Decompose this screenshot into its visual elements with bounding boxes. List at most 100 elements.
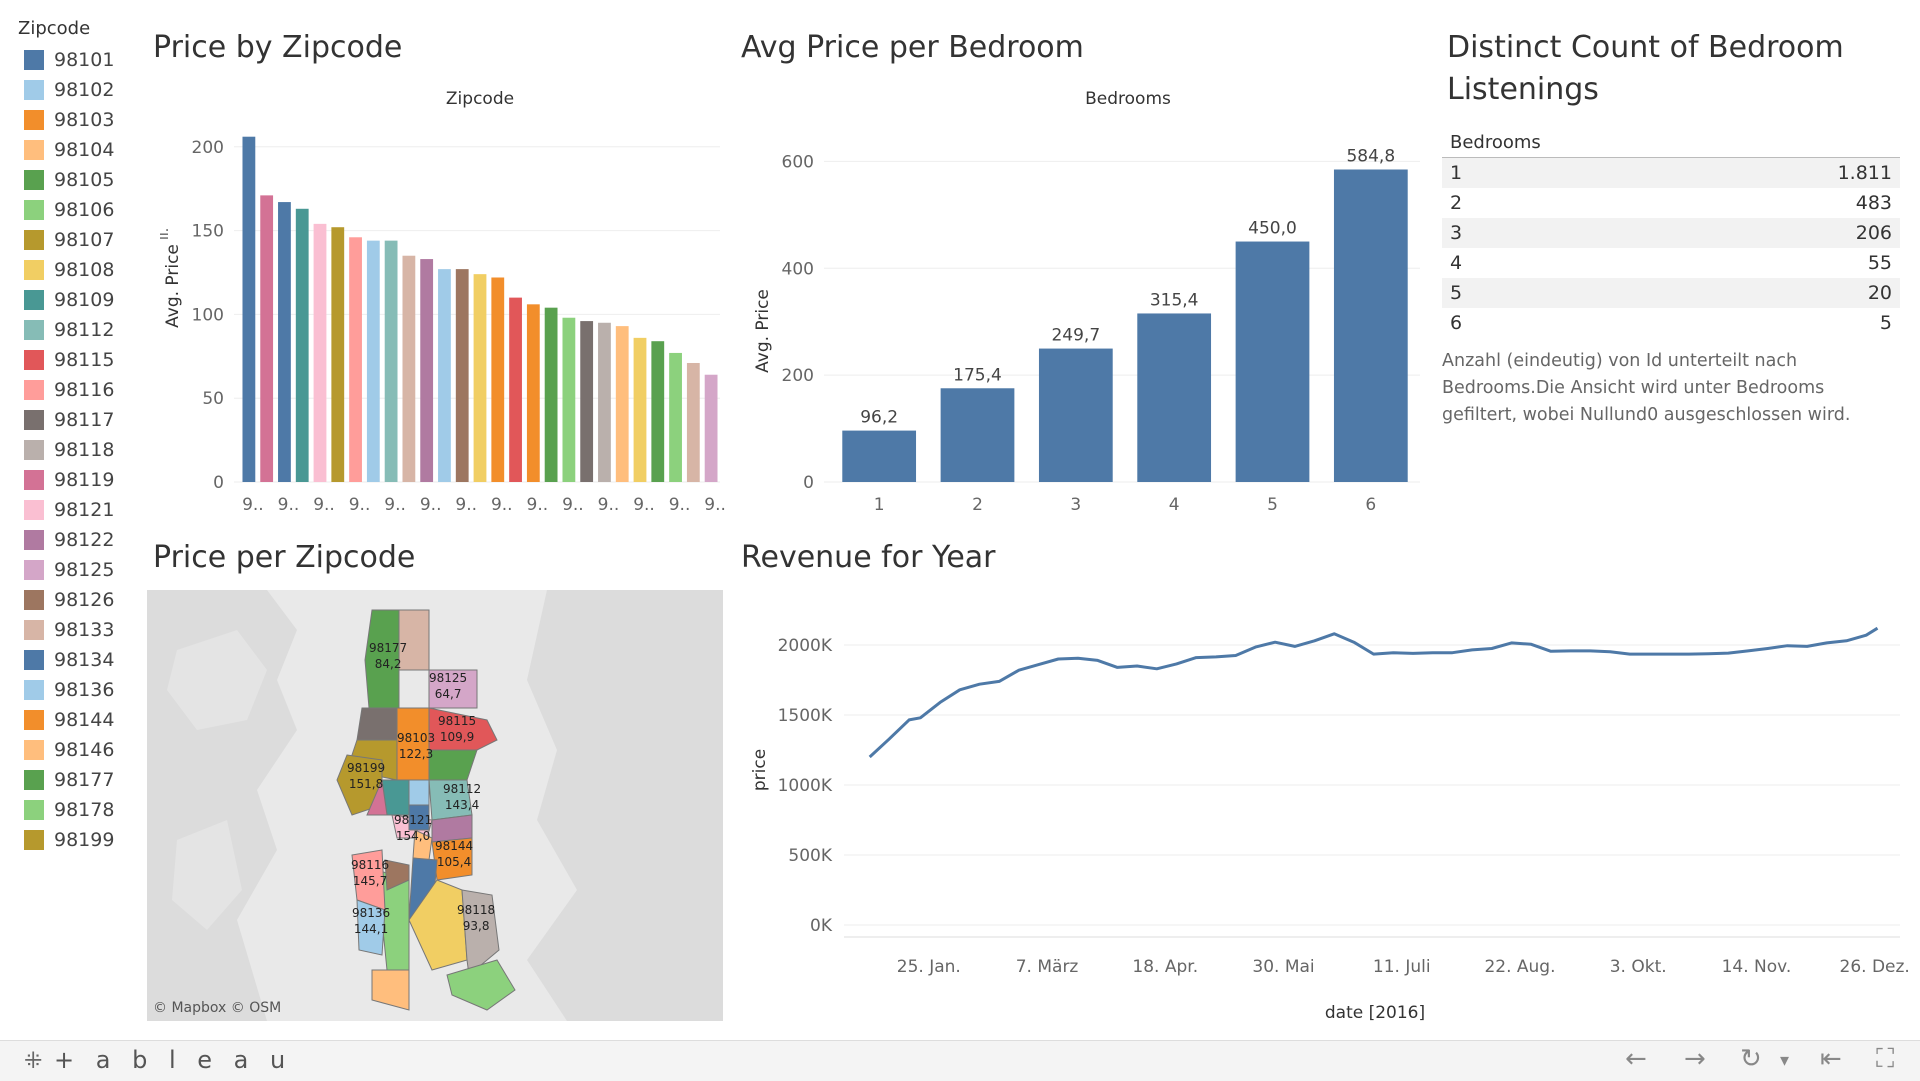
fullscreen-icon[interactable]: ⛶ [1876,1044,1895,1074]
legend-item-98102[interactable]: 98102 [18,75,128,105]
zip-bar [313,223,327,482]
map-label-98118: 98118 93,8 [457,902,495,934]
bed-chart-header: Bedrooms [1085,89,1171,109]
bedroom-bar-chart[interactable]: Bedrooms Avg. Price 0 200 400 600 96,2 1 175,4 2 2… [740,80,1420,520]
bed-x-tick: 4 [1169,495,1180,515]
table-row[interactable]: 1 1.811 [1442,158,1900,188]
region-98101 [408,804,430,831]
legend-item-98112[interactable]: 98112 [18,315,128,345]
revenue-line-chart[interactable]: price 0K 500K 1000K 1500K 2000K 25. Jan. 7. Mär… [740,590,1910,1030]
bed-y-axis-label: Avg. Price [753,289,773,373]
legend-swatch [24,230,44,250]
legend-swatch [24,830,44,850]
legend-item-98136[interactable]: 98136 [18,675,128,705]
table-cell-bedrooms: 3 [1450,222,1463,244]
legend-item-98134[interactable]: 98134 [18,645,128,675]
legend-item-98107[interactable]: 98107 [18,225,128,255]
map-canvas [147,590,723,1021]
zipcode-map[interactable]: 98177 84,2 98125 64,7 98115 109,9 98103 122,3 98… [147,590,723,1021]
bed-bar [940,388,1015,482]
legend-item-98177[interactable]: 98177 [18,765,128,795]
map-island [167,630,267,730]
legend-swatch [24,650,44,670]
zip-bar [455,269,469,482]
table-title-line1: Distinct Count of Bedroom [1447,30,1844,65]
legend-item-98126[interactable]: 98126 [18,585,128,615]
rev-x-tick: 3. Okt. [1610,957,1667,977]
table-cell-count: 20 [1867,282,1892,304]
legend-label: 98134 [54,649,115,671]
legend-swatch [24,380,44,400]
revert-icon[interactable]: ↻ [1740,1044,1762,1074]
legend-item-98199[interactable]: 98199 [18,825,128,855]
map-label-price: 84,2 [374,657,402,671]
zip-bar [669,352,682,482]
legend-item-98119[interactable]: 98119 [18,465,128,495]
bed-y-tick: 0 [803,473,814,493]
legend-swatch [24,410,44,430]
legend-item-98109[interactable]: 98109 [18,285,128,315]
undo-icon[interactable]: ← [1625,1044,1647,1074]
legend-swatch [24,680,44,700]
table-cell-count: 206 [1855,222,1892,244]
bed-bar-label: 249,7 [1051,326,1100,346]
zip-bar [651,341,665,482]
bed-chart-title: Avg Price per Bedroom [741,30,1084,65]
reset-icon[interactable]: ⇤ [1820,1044,1842,1074]
region-98125 [428,669,478,709]
legend-item-98144[interactable]: 98144 [18,705,128,735]
legend-item-98122[interactable]: 98122 [18,525,128,555]
tableau-logo-icon: ⁜ [24,1049,43,1074]
legend-item-98133[interactable]: 98133 [18,615,128,645]
table-row[interactable]: 3 206 [1442,218,1900,248]
rev-x-tick: 25. Jan. [897,957,961,977]
map-label-zip: 98177 [369,641,408,655]
legend-label: 98177 [54,769,115,791]
legend-label: 98126 [54,589,115,611]
legend-swatch [24,320,44,340]
legend-item-98103[interactable]: 98103 [18,105,128,135]
bed-y-tick: 400 [782,259,814,279]
zip-y-axis-label: Avg. Price [163,244,183,328]
map-label-zip: 98116 [351,858,390,872]
legend-item-98146[interactable]: 98146 [18,735,128,765]
legend-item-98117[interactable]: 98117 [18,405,128,435]
rev-y-tick: 1500K [778,706,833,726]
legend-item-98104[interactable]: 98104 [18,135,128,165]
zip-bar [278,202,291,483]
table-row[interactable]: 4 55 [1442,248,1900,278]
revert-dropdown-icon[interactable]: ▾ [1780,1050,1790,1071]
legend-item-98118[interactable]: 98118 [18,435,128,465]
legend-item-98116[interactable]: 98116 [18,375,128,405]
map-label-zip: 98125 [429,671,468,685]
legend-label: 98115 [54,349,115,371]
legend-item-98101[interactable]: 98101 [18,45,128,75]
legend-label: 98125 [54,559,115,581]
rev-x-tick: 7. März [1016,957,1079,977]
legend-item-98106[interactable]: 98106 [18,195,128,225]
legend-item-98108[interactable]: 98108 [18,255,128,285]
table-row[interactable]: 2 483 [1442,188,1900,218]
legend-item-98115[interactable]: 98115 [18,345,128,375]
map-label-zip: 98103 [397,731,436,745]
map-label-98136: 98136 144,1 [352,905,390,937]
redo-icon[interactable]: → [1684,1044,1706,1074]
table-row[interactable]: 5 20 [1442,278,1900,308]
legend-label: 98107 [54,229,115,251]
legend-label: 98112 [54,319,115,341]
legend-item-98121[interactable]: 98121 [18,495,128,525]
map-label-zip: 98118 [457,903,496,917]
region-98105 [428,749,478,781]
legend-item-98125[interactable]: 98125 [18,555,128,585]
zip-y-tick: 200 [192,138,224,158]
legend-label: 98136 [54,679,115,701]
bottom-toolbar [0,1040,1920,1081]
zip-bar-chart[interactable]: Zipcode Avg. Price ıı. 0 50 100 150 200 9.. 9.. 9.… [150,80,730,520]
map-land-east [527,590,723,1021]
zip-y-tick: 100 [192,305,224,325]
rev-x-tick: 14. Nov. [1722,957,1792,977]
bed-x-tick: 1 [874,495,885,515]
legend-item-98178[interactable]: 98178 [18,795,128,825]
legend-item-98105[interactable]: 98105 [18,165,128,195]
